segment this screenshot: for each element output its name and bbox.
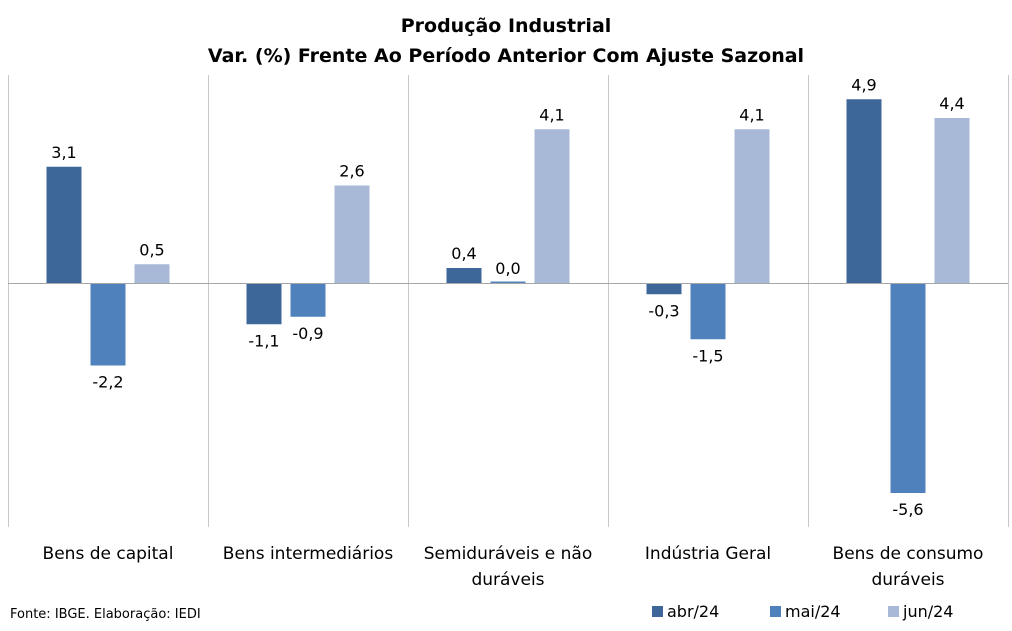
data-label: 4,4 xyxy=(939,94,964,113)
data-label: 0,4 xyxy=(451,244,476,263)
legend-swatch-mai-24 xyxy=(770,606,781,617)
category-label: Semiduráveis e não xyxy=(424,544,592,564)
bars xyxy=(46,99,970,493)
bar-jun-24-4 xyxy=(934,118,970,283)
data-label: 4,1 xyxy=(739,105,764,124)
category-label: Bens intermediários xyxy=(223,544,394,564)
bar-abr-24-1 xyxy=(246,283,282,325)
bar-abr-24-4 xyxy=(846,99,882,283)
bar-mai-24-1 xyxy=(290,283,326,317)
data-label: -0,9 xyxy=(292,324,323,343)
data-label: 4,1 xyxy=(539,105,564,124)
category-label: Bens de consumo xyxy=(833,544,984,564)
bar-jun-24-3 xyxy=(734,129,770,283)
data-label: -1,5 xyxy=(692,346,723,365)
category-label: Indústria Geral xyxy=(645,544,771,564)
category-separators xyxy=(8,75,1009,527)
legend: abr/24 mai/24 jun/24 xyxy=(652,602,953,621)
legend-label-jun-24: jun/24 xyxy=(902,602,953,621)
chart-title-line1: Produção Industrial xyxy=(401,15,612,37)
bar-abr-24-2 xyxy=(446,268,482,283)
data-label: 4,9 xyxy=(851,75,876,94)
bar-mai-24-3 xyxy=(690,283,726,340)
chart-title-line2: Var. (%) Frente Ao Período Anterior Com … xyxy=(208,45,804,67)
bar-jun-24-1 xyxy=(334,185,370,283)
data-label: 3,1 xyxy=(51,143,76,162)
bar-abr-24-0 xyxy=(46,166,82,283)
data-label: -2,2 xyxy=(92,373,123,392)
data-label: -1,1 xyxy=(248,331,279,350)
data-label: -5,6 xyxy=(892,500,923,519)
source-note: Fonte: IBGE. Elaboração: IEDI xyxy=(10,607,201,622)
data-label: 0,5 xyxy=(139,240,164,259)
bar-abr-24-3 xyxy=(646,283,682,295)
category-label: duráveis xyxy=(471,570,544,590)
bar-mai-24-4 xyxy=(890,283,926,493)
category-label: duráveis xyxy=(871,570,944,590)
bar-mai-24-2 xyxy=(490,281,526,283)
data-label: -0,3 xyxy=(648,301,679,320)
bar-mai-24-0 xyxy=(90,283,126,366)
category-label: Bens de capital xyxy=(43,544,174,564)
legend-label-mai-24: mai/24 xyxy=(785,602,841,621)
category-labels: Bens de capital Bens intermediários Semidu… xyxy=(43,544,984,590)
legend-swatch-jun-24 xyxy=(888,606,899,617)
data-labels: 3,1 -1,1 0,4 -0,3 4,9 -2,2 -0,9 0,0 -1,5 -5,6 0,5 2… xyxy=(51,75,964,519)
legend-label-abr-24: abr/24 xyxy=(667,602,719,621)
bar-jun-24-0 xyxy=(134,264,170,283)
data-label: 2,6 xyxy=(339,162,364,181)
bar-jun-24-2 xyxy=(534,129,570,283)
data-label: 0,0 xyxy=(495,259,520,278)
legend-swatch-abr-24 xyxy=(652,606,663,617)
